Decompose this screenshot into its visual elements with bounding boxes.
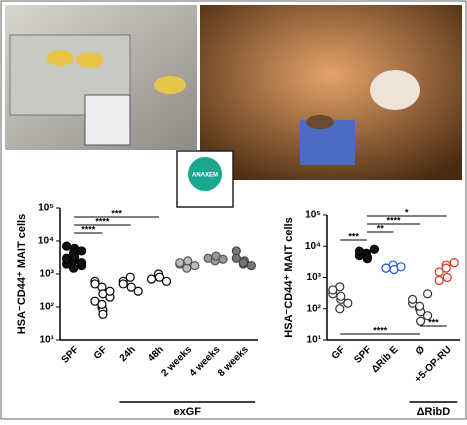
data-dot <box>369 244 379 254</box>
data-dot <box>415 301 425 311</box>
photo-isolators <box>5 5 197 150</box>
data-dot <box>441 263 451 273</box>
significance-label: **** <box>95 216 110 226</box>
y-tick-label: 10³ <box>40 269 55 280</box>
group-label: exGF <box>174 406 202 418</box>
significance-label: **** <box>386 215 401 225</box>
y-tick-label: 10² <box>40 302 55 313</box>
data-dot <box>449 257 459 268</box>
data-dot <box>154 272 165 282</box>
logo: ANAXEM <box>176 150 234 208</box>
data-dot <box>161 276 172 286</box>
x-tick-label: GF <box>330 344 348 362</box>
data-dot <box>336 291 346 301</box>
data-dot <box>69 263 79 273</box>
y-tick-label: 10¹ <box>307 335 322 346</box>
y-tick-label: 10⁵ <box>305 210 321 221</box>
y-tick-label: 10⁴ <box>38 236 54 247</box>
data-dot <box>77 258 87 268</box>
x-tick-label: 8 weeks <box>216 344 251 379</box>
data-dot <box>183 256 193 266</box>
significance-label: **** <box>81 224 96 234</box>
significance-label: **** <box>373 325 388 335</box>
photo-handling <box>200 5 462 180</box>
data-dot <box>381 263 391 273</box>
data-dot <box>97 299 107 309</box>
data-dot <box>238 258 248 268</box>
data-dot <box>423 311 433 321</box>
x-tick-label: 24h <box>118 344 138 364</box>
significance-label: * <box>405 207 409 217</box>
data-dot <box>146 274 157 284</box>
data-dot <box>362 252 372 262</box>
data-dot <box>442 272 452 283</box>
data-dot <box>434 275 444 286</box>
significance-label: *** <box>111 208 122 218</box>
y-axis-label: HSA⁻CD44⁺ MAIT cells <box>16 214 28 334</box>
data-dot <box>408 294 418 304</box>
y-tick-label: 10⁴ <box>305 241 321 252</box>
logo-text: ANAXEM <box>192 173 218 179</box>
significance-label: *** <box>348 231 359 241</box>
data-dot <box>423 289 433 299</box>
y-tick-label: 10³ <box>307 272 322 283</box>
data-dot <box>125 272 135 282</box>
y-tick-label: 10¹ <box>40 335 55 346</box>
x-tick-label: ΔRib E <box>370 344 401 375</box>
data-dot <box>62 254 72 264</box>
data-dot <box>62 241 72 251</box>
y-tick-label: 10⁵ <box>38 203 54 214</box>
data-dot <box>343 298 353 308</box>
data-dot <box>105 286 115 296</box>
data-dot <box>218 254 228 264</box>
data-dot <box>98 309 108 319</box>
data-dot <box>118 279 128 289</box>
x-tick-label: GF <box>92 344 110 362</box>
data-dot <box>396 262 406 272</box>
data-dot <box>246 260 256 271</box>
x-tick-label: 48h <box>146 344 166 364</box>
data-dot <box>90 279 100 289</box>
x-tick-label: Ø <box>414 344 427 357</box>
data-dot <box>328 285 338 295</box>
data-dot <box>335 304 345 314</box>
x-tick-label: SPF <box>60 344 82 366</box>
group-label: ΔRibD <box>417 406 451 418</box>
data-dot <box>231 253 241 263</box>
significance-label: *** <box>428 317 439 327</box>
data-dot <box>175 258 185 268</box>
data-dot <box>70 252 80 262</box>
data-dot <box>182 263 192 273</box>
data-dot <box>126 282 136 292</box>
y-tick-label: 10² <box>307 303 322 314</box>
significance-label: ** <box>377 223 385 233</box>
data-dot <box>133 286 143 296</box>
y-axis-label: HSA⁻CD44⁺ MAIT cells <box>283 217 295 337</box>
data-dot <box>416 316 426 326</box>
data-dot <box>190 260 200 271</box>
x-tick-label: SPF <box>352 344 374 366</box>
